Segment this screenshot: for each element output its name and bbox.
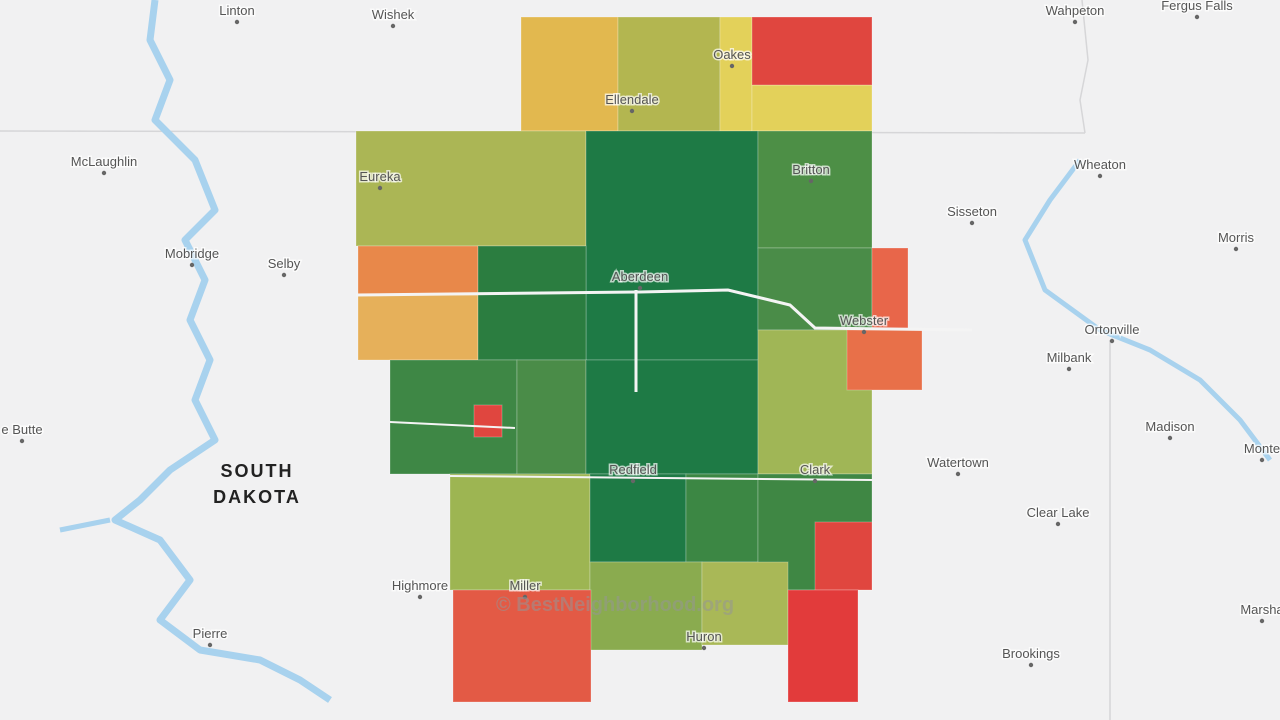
place-label: Mobridge <box>165 246 219 261</box>
place-label: Wheaton <box>1074 157 1126 172</box>
place-dot <box>1194 14 1200 20</box>
place-label: Clark <box>800 462 831 477</box>
place-label: Ellendale <box>605 92 659 107</box>
place-dot <box>377 185 383 191</box>
place-dot <box>701 645 707 651</box>
place-dot <box>630 478 636 484</box>
place-label: Milbank <box>1047 350 1092 365</box>
place-label: Sisseton <box>947 204 997 219</box>
place-dot <box>234 19 240 25</box>
place-label: Ortonville <box>1085 322 1140 337</box>
state-label: SOUTH <box>221 461 294 481</box>
place-label: Watertown <box>927 455 989 470</box>
place-dot <box>1055 521 1061 527</box>
place-label: Morris <box>1218 230 1255 245</box>
place-dot <box>955 471 961 477</box>
place-dot <box>281 272 287 278</box>
place-label: Oakes <box>713 47 751 62</box>
place-dot <box>1066 366 1072 372</box>
place-dot <box>390 23 396 29</box>
place-label: Redfield <box>609 462 657 477</box>
place-label: Britton <box>792 162 830 177</box>
place-label: Webster <box>840 313 889 328</box>
place-label: Miller <box>509 578 541 593</box>
place-dot <box>101 170 107 176</box>
place-dot <box>1259 457 1265 463</box>
counties <box>355 16 923 703</box>
place-dot <box>1028 662 1034 668</box>
rivers <box>59 0 1272 703</box>
place-dot <box>1072 19 1078 25</box>
place-label: McLaughlin <box>71 154 138 169</box>
place-dot <box>637 285 643 291</box>
place-dot <box>861 329 867 335</box>
place-dot <box>808 178 814 184</box>
place-dot <box>969 220 975 226</box>
place-dot <box>729 63 735 69</box>
place-dot <box>1233 246 1239 252</box>
place-dot <box>1109 338 1115 344</box>
state-label: DAKOTA <box>213 487 301 507</box>
place-label: Brookings <box>1002 646 1060 661</box>
place-dot <box>417 594 423 600</box>
place-label: Wishek <box>372 7 415 22</box>
place-label: Aberdeen <box>612 269 668 284</box>
place-label: Huron <box>686 629 721 644</box>
place-dot <box>522 594 528 600</box>
place-dot <box>189 262 195 268</box>
place-label: Selby <box>268 256 301 271</box>
place-dot <box>629 108 635 114</box>
place-label: Clear Lake <box>1027 505 1090 520</box>
watermark: © BestNeighborhood.org <box>496 594 734 616</box>
place-dot <box>812 478 818 484</box>
place-dot <box>207 642 213 648</box>
place-label: Fergus Falls <box>1161 0 1233 13</box>
place-label: Eureka <box>359 169 401 184</box>
place-label: Highmore <box>392 578 448 593</box>
place-label: e Butte <box>1 422 42 437</box>
roads <box>355 288 973 481</box>
place-dot <box>1259 618 1265 624</box>
place-label: Pierre <box>193 626 228 641</box>
place-label: Wahpeton <box>1046 3 1105 18</box>
place-labels: Linton Wishek Wahpeton Fergus Falls Oakes Ell… <box>0 0 1280 668</box>
place-label: Madison <box>1145 419 1194 434</box>
place-dot <box>19 438 25 444</box>
place-label: Marsha <box>1240 602 1280 617</box>
place-dot <box>1167 435 1173 441</box>
place-dot <box>1097 173 1103 179</box>
place-label: Linton <box>219 3 254 18</box>
place-label: Monte <box>1244 441 1280 456</box>
